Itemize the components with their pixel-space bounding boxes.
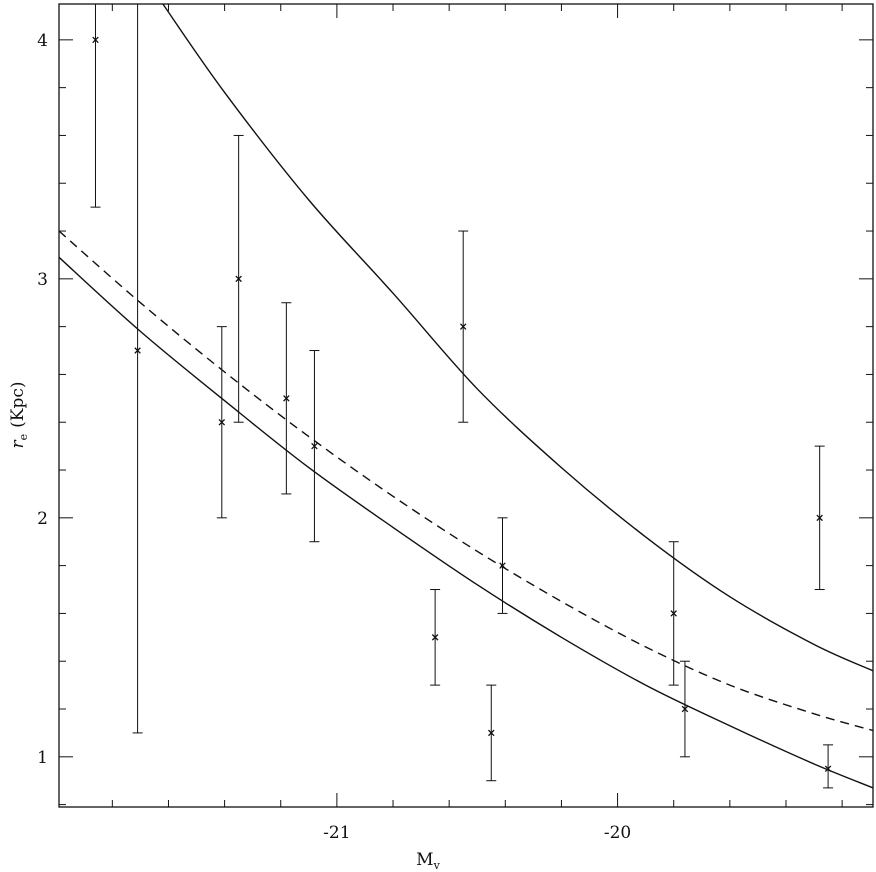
plot-frame bbox=[58, 3, 874, 808]
y-axis-label: re (Kpc) bbox=[8, 381, 30, 448]
x-axis-label: Mv bbox=[416, 850, 440, 872]
data-point-marker bbox=[499, 562, 506, 569]
y-axis-label-unit: (Kpc) bbox=[8, 381, 28, 427]
x-axis-label-subscript: v bbox=[433, 859, 441, 872]
data-point-marker bbox=[670, 610, 677, 617]
x-tick-label: -20 bbox=[604, 823, 631, 843]
y-tick-label: 3 bbox=[37, 270, 48, 290]
x-tick-label: -21 bbox=[323, 823, 350, 843]
y-tick-label: 2 bbox=[37, 509, 48, 529]
axis-ticks bbox=[59, 4, 873, 807]
model-curves bbox=[58, 3, 874, 789]
data-point-marker bbox=[92, 36, 99, 44]
data-point-marker bbox=[134, 347, 141, 354]
data-point-marker bbox=[459, 323, 467, 330]
solid-fit-curve-1 bbox=[58, 256, 874, 789]
data-point-marker bbox=[235, 275, 242, 283]
data-point-marker bbox=[488, 729, 495, 737]
y-tick-label: 1 bbox=[37, 748, 48, 768]
x-axis-label-main: M bbox=[416, 850, 433, 870]
dashed-fit-curve bbox=[58, 230, 874, 732]
y-axis-label-main: r bbox=[8, 440, 28, 449]
data-point-marker bbox=[218, 418, 226, 426]
y-axis-label-subscript: e bbox=[17, 434, 30, 441]
data-points bbox=[90, 4, 834, 789]
data-point-marker bbox=[824, 765, 832, 773]
y-tick-label: 4 bbox=[37, 31, 48, 51]
data-point-marker bbox=[681, 705, 689, 713]
data-point-marker bbox=[283, 395, 290, 402]
data-point-marker bbox=[431, 634, 439, 641]
solid-fit-curve-3 bbox=[162, 3, 874, 672]
data-point-marker bbox=[816, 514, 823, 522]
data-point-marker bbox=[311, 442, 318, 450]
axis-tick-labels: -21 -20 1 2 3 4 bbox=[37, 31, 631, 843]
